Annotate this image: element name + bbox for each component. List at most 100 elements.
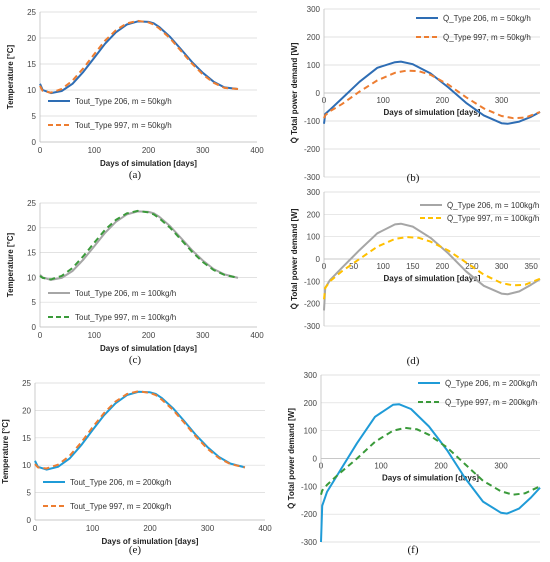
x-tick-label: 0 — [38, 331, 43, 340]
y-axis-label: Temperature [°C] — [6, 44, 15, 109]
y-tick-label: -300 — [304, 322, 321, 331]
y-tick-label: 300 — [304, 371, 318, 380]
chart-panel-6: -300-200-10001002003000100200300Days of … — [287, 371, 541, 556]
legend-entry: Tout_Type 997, m = 100kg/h — [75, 313, 176, 322]
x-tick-label: 300 — [201, 524, 215, 533]
panel-caption: (d) — [407, 355, 420, 367]
y-tick-label: 200 — [304, 399, 318, 408]
x-tick-label: 300 — [196, 146, 210, 155]
y-tick-label: 0 — [32, 138, 37, 147]
legend-entry: Q̇_Type 206, m = 100kg/h — [447, 201, 539, 210]
legend-entry: Q̇_Type 997, m = 50kg/h — [443, 33, 531, 42]
x-tick-label: 200 — [143, 524, 157, 533]
x-tick-label: 50 — [349, 262, 358, 271]
y-tick-label: 200 — [307, 33, 321, 42]
x-tick-label: 100 — [88, 331, 102, 340]
series-line-2 — [34, 390, 246, 470]
x-tick-label: 100 — [376, 262, 390, 271]
chart-panel-4: -300-200-1000100200300050100150200250300… — [290, 188, 541, 367]
series-line-2 — [320, 426, 541, 496]
y-tick-label: 100 — [304, 427, 318, 436]
x-tick-label: 400 — [250, 331, 264, 340]
y-tick-label: 25 — [27, 199, 36, 208]
legend-entry: Tout_Type 206, m = 200kg/h — [70, 478, 171, 487]
y-axis-label: Temperature [°C] — [6, 232, 15, 297]
y-tick-label: -300 — [301, 538, 318, 547]
y-tick-label: 10 — [22, 461, 31, 470]
y-tick-label: 200 — [307, 210, 321, 219]
y-tick-label: 0 — [316, 89, 321, 98]
panel-caption: (c) — [129, 354, 142, 366]
x-tick-label: 0 — [33, 524, 38, 533]
x-tick-label: 200 — [436, 96, 450, 105]
x-tick-label: 400 — [250, 146, 264, 155]
y-tick-label: 20 — [27, 34, 36, 43]
y-tick-label: 100 — [307, 61, 321, 70]
x-axis-label: Days of simulation [days] — [102, 537, 199, 546]
legend-entry: Q̇_Type 206, m = 50kg/h — [443, 14, 531, 23]
x-tick-label: 200 — [436, 262, 450, 271]
x-tick-label: 200 — [142, 146, 156, 155]
x-tick-label: 200 — [434, 462, 448, 471]
panel-caption: (f) — [408, 544, 419, 556]
y-tick-label: -200 — [304, 300, 321, 309]
y-axis-label: Temperature [°C] — [1, 419, 10, 484]
y-tick-label: 10 — [27, 86, 36, 95]
y-tick-label: 20 — [27, 224, 36, 233]
panel-caption: (a) — [129, 169, 142, 181]
y-tick-label: 300 — [307, 5, 321, 14]
y-tick-label: 15 — [27, 60, 36, 69]
y-tick-label: 10 — [27, 273, 36, 282]
x-tick-label: 100 — [88, 146, 102, 155]
y-tick-label: 5 — [32, 112, 37, 121]
legend-entry: Q̇_Type 997, m = 100kg/h — [447, 214, 539, 223]
x-tick-label: 350 — [524, 262, 538, 271]
x-tick-label: 200 — [142, 331, 156, 340]
y-tick-label: 5 — [27, 489, 32, 498]
x-tick-label: 400 — [258, 524, 272, 533]
y-tick-label: 0 — [316, 255, 321, 264]
legend-entry: Tout_Type 997, m = 200kg/h — [70, 502, 171, 511]
x-tick-label: 300 — [495, 262, 509, 271]
legend-entry: Tout_Type 997, m = 50kg/h — [75, 121, 172, 130]
y-tick-label: 20 — [22, 406, 31, 415]
series-line-2 — [323, 236, 541, 300]
series-line-2 — [39, 209, 239, 281]
y-tick-label: 15 — [22, 434, 31, 443]
series-line-2 — [39, 19, 239, 94]
y-tick-label: 100 — [307, 233, 321, 242]
legend-entry: Tout_Type 206, m = 100kg/h — [75, 289, 176, 298]
x-tick-label: 0 — [38, 146, 43, 155]
y-tick-label: -200 — [301, 510, 318, 519]
x-axis-label: Days of simulation [days] — [384, 274, 481, 283]
y-tick-label: -100 — [304, 277, 321, 286]
y-tick-label: -100 — [304, 117, 321, 126]
chart-panel-3: 0 5 10 15 20 25 0 100 200 300 400 Days of simulatio… — [6, 199, 264, 366]
y-tick-label: 25 — [22, 379, 31, 388]
y-tick-label: -100 — [301, 482, 318, 491]
y-tick-label: 15 — [27, 249, 36, 258]
legend-entry: Q̇_Type 997, m = 200kg/h — [445, 398, 537, 407]
y-tick-label: 0 — [27, 516, 32, 525]
x-tick-label: 300 — [494, 462, 508, 471]
chart-panel-1: 0 5 10 15 20 25 0 100 200 300 400 Days of simulatio… — [6, 8, 264, 181]
y-tick-label: 0 — [313, 455, 318, 464]
y-axis-label: Q̇ Total power demand [W] — [287, 408, 296, 509]
panel-caption: (b) — [407, 172, 420, 184]
x-axis-label: Days of simulation [days] — [100, 344, 197, 353]
x-tick-label: 100 — [86, 524, 100, 533]
x-tick-label: 300 — [196, 331, 210, 340]
y-tick-label: 25 — [27, 8, 36, 17]
x-tick-label: 150 — [406, 262, 420, 271]
y-tick-label: -200 — [304, 145, 321, 154]
y-tick-label: 0 — [32, 323, 37, 332]
y-axis-label: Q̇ Total power demand [W] — [290, 42, 299, 143]
x-tick-label: 300 — [495, 96, 509, 105]
y-axis-label: Q̇ Total power demand [W] — [290, 208, 299, 309]
x-axis-label: Days of simulation [days] — [382, 474, 479, 483]
y-tick-label: 300 — [307, 188, 321, 197]
panel-caption: (e) — [129, 544, 142, 556]
y-tick-label: -300 — [304, 173, 321, 182]
y-tick-label: 5 — [32, 298, 37, 307]
